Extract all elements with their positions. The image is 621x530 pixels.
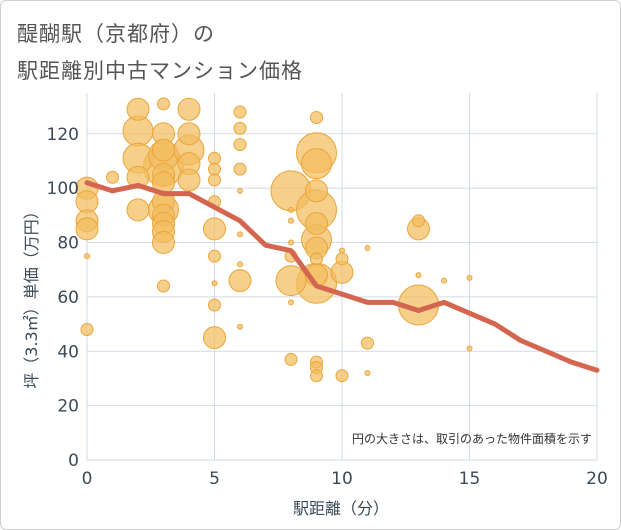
bubble-point — [126, 198, 150, 222]
bubbles — [75, 97, 473, 383]
bubble-point — [361, 336, 374, 350]
bubble-point — [288, 206, 294, 213]
bubble-point — [301, 148, 332, 180]
x-tick-label: 15 — [459, 469, 481, 489]
bubble-point — [305, 211, 328, 235]
x-axis-label: 駅距離（分） — [293, 499, 389, 518]
x-tick-label: 0 — [82, 469, 93, 489]
bubble-point — [126, 165, 150, 189]
bubble-point — [237, 231, 243, 238]
trend-line — [84, 180, 600, 373]
x-tick-label: 5 — [209, 469, 220, 489]
bubble-point — [84, 253, 90, 260]
bubble-point — [412, 214, 425, 228]
bubble-point — [288, 299, 294, 306]
bubble-point — [364, 370, 371, 377]
y-axis-label: 坪（3.3㎡）単価（万円） — [22, 203, 41, 388]
bubble-point — [75, 217, 99, 241]
bubble-point — [208, 151, 221, 165]
bubble-point — [233, 105, 247, 119]
bubble-point — [157, 279, 170, 293]
y-tick-label: 80 — [57, 234, 79, 254]
bubble-point — [152, 138, 175, 162]
tick-labels: 0 5 10 15 20 0 20 40 60 80 100 120 — [47, 125, 608, 489]
bubble-point — [335, 369, 349, 383]
bubble-point — [284, 352, 298, 366]
bubble-point — [415, 272, 422, 279]
y-tick-label: 100 — [47, 179, 79, 199]
y-tick-label: 120 — [47, 125, 79, 145]
bubble-point — [157, 97, 170, 111]
bubble-point — [237, 323, 243, 330]
bubble-point — [233, 138, 247, 152]
bubble-point — [208, 173, 221, 187]
bubble-point — [339, 247, 345, 254]
bubble-point — [152, 231, 175, 255]
bubble-point — [228, 269, 252, 293]
x-tick-label: 10 — [331, 469, 353, 489]
bubble-point — [177, 122, 201, 146]
y-tick-label: 40 — [57, 342, 79, 362]
bubble-point — [305, 179, 328, 203]
bubble-point — [288, 239, 294, 246]
bubble-point — [275, 265, 307, 297]
bubble-point — [233, 121, 247, 135]
bubble-point — [106, 170, 119, 184]
bubble-point — [211, 280, 218, 287]
bubble-point — [310, 252, 323, 266]
bubble-point — [466, 274, 473, 281]
bubble-point — [177, 168, 201, 192]
trend-line-layer — [84, 180, 600, 373]
chart-title-line1: 醍醐駅（京都府）の — [17, 22, 215, 46]
bubble-point — [208, 298, 221, 312]
bubble-point — [364, 244, 371, 251]
size-note: 円の大きさは、取引のあった物件面積を示す — [352, 431, 592, 446]
bubble-point — [208, 249, 221, 263]
bubble-point — [310, 369, 323, 383]
bubble-point — [80, 323, 94, 337]
y-tick-label: 20 — [57, 397, 79, 417]
bubble-point — [466, 345, 473, 352]
y-tick-label: 0 — [68, 451, 79, 471]
bubble-point — [335, 252, 349, 266]
chart-title-line2: 駅距離別中古マンション価格 — [17, 59, 303, 83]
bubble-point — [441, 277, 447, 284]
bubble-point — [237, 187, 243, 194]
bubble-point — [177, 97, 201, 121]
bubble-point — [310, 110, 323, 124]
x-tick-label: 20 — [586, 469, 608, 489]
bubble-point — [288, 217, 294, 224]
bubble-point — [233, 162, 247, 176]
bubble-point — [208, 162, 221, 176]
y-tick-label: 60 — [57, 288, 79, 308]
bubble-point — [126, 97, 150, 121]
bubble-point — [203, 217, 226, 241]
bubble-point — [237, 261, 243, 268]
bubble-point — [203, 326, 226, 350]
